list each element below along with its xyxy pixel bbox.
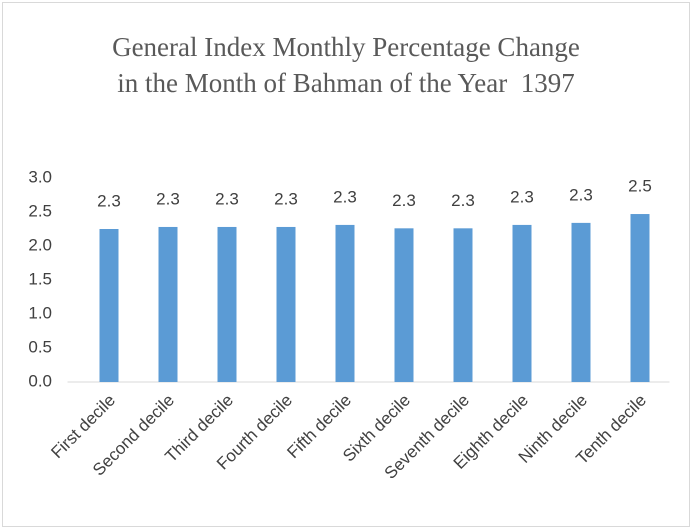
bar — [571, 222, 591, 382]
bar — [217, 226, 237, 382]
value-label: 2.3 — [97, 191, 121, 210]
value-label: 2.5 — [628, 177, 652, 196]
title-line: General Index Monthly Percentage Change — [112, 32, 580, 62]
value-label: 2.3 — [274, 189, 298, 208]
y-tick-label: 3.0 — [28, 167, 52, 186]
value-label: 2.3 — [510, 187, 534, 206]
value-label: 2.3 — [215, 189, 239, 208]
y-tick-label: 2.0 — [28, 235, 52, 254]
bar — [335, 224, 355, 382]
bar — [512, 224, 532, 382]
bar — [276, 226, 296, 382]
y-tick-label: 0.0 — [28, 371, 52, 390]
bar — [99, 229, 119, 382]
bar — [630, 214, 650, 382]
chart-title: General Index Monthly Percentage Change i… — [112, 32, 580, 98]
bar — [394, 228, 414, 382]
y-tick-label: 2.5 — [28, 201, 52, 220]
y-tick-label: 1.0 — [28, 303, 52, 322]
bar — [453, 228, 473, 382]
value-label: 2.3 — [333, 187, 357, 206]
value-label: 2.3 — [451, 191, 475, 210]
value-label: 2.3 — [156, 189, 180, 208]
value-label: 2.3 — [392, 191, 416, 210]
y-tick-label: 1.5 — [28, 269, 52, 288]
y-tick-label: 0.5 — [28, 337, 52, 356]
value-label: 2.3 — [569, 185, 593, 204]
bar — [158, 226, 178, 382]
title-line: in the Month of Bahman of the Year 1397 — [117, 68, 574, 98]
